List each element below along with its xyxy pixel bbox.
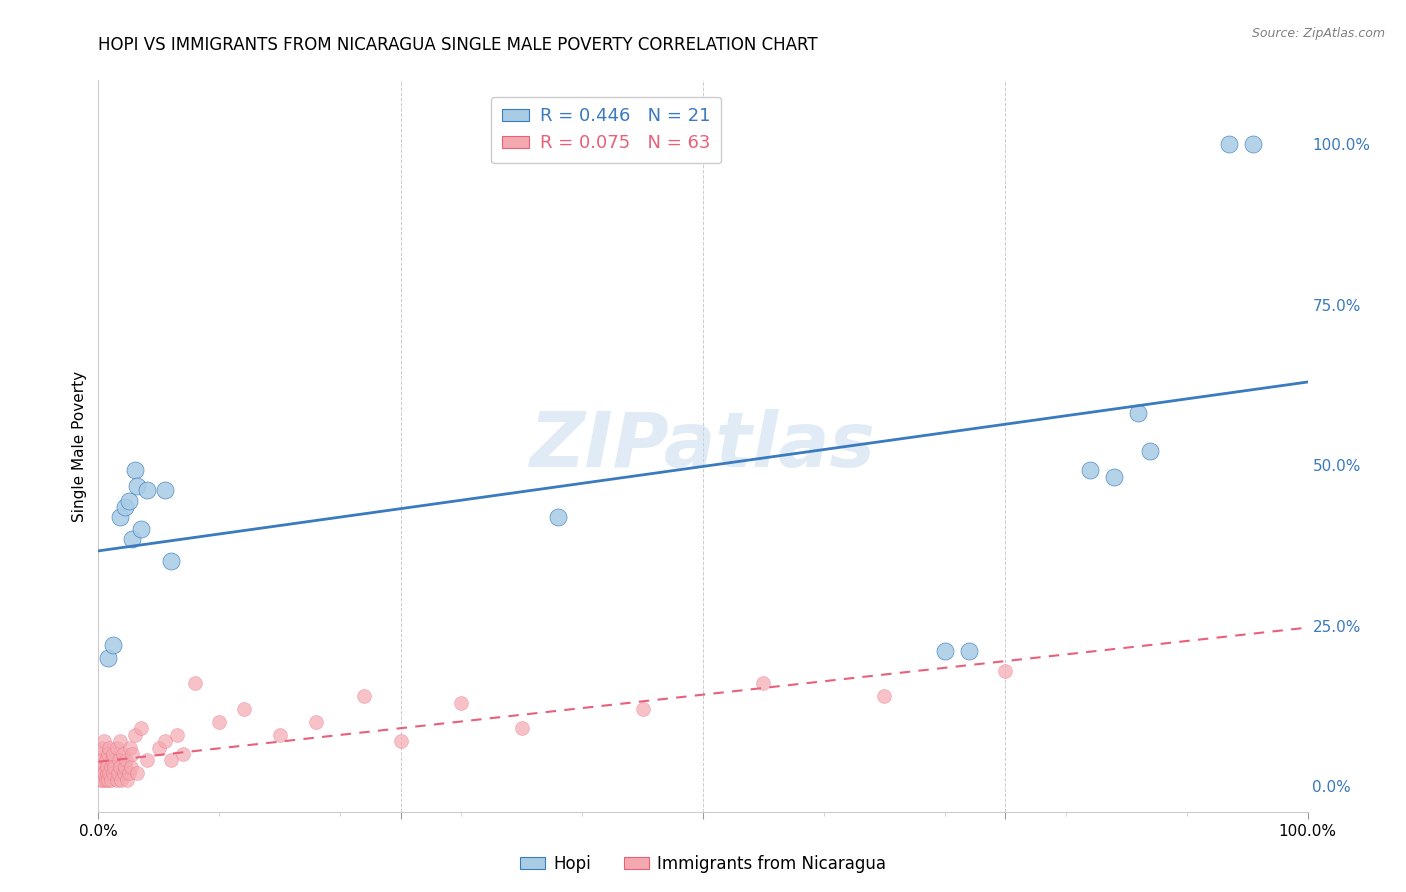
Point: [1241, 137, 1264, 152]
Point: [100, 753, 122, 767]
Point: [547, 509, 569, 524]
Point: [100, 760, 122, 774]
Point: [1078, 463, 1101, 477]
Point: [135, 753, 157, 767]
Point: [115, 753, 138, 767]
Point: [114, 500, 136, 514]
Point: [124, 463, 146, 477]
Point: [90, 753, 112, 767]
Point: [103, 760, 125, 774]
Point: [108, 509, 131, 524]
Legend: Hopi, Immigrants from Nicaragua: Hopi, Immigrants from Nicaragua: [513, 848, 893, 880]
Point: [89, 747, 111, 761]
Legend: R = 0.446   N = 21, R = 0.075   N = 63: R = 0.446 N = 21, R = 0.075 N = 63: [491, 96, 721, 163]
Y-axis label: Single Male Poverty: Single Male Poverty: [72, 370, 87, 522]
Point: [108, 760, 131, 774]
Point: [389, 734, 412, 748]
Point: [100, 772, 122, 787]
Text: Source: ZipAtlas.com: Source: ZipAtlas.com: [1251, 27, 1385, 40]
Point: [112, 766, 135, 780]
Point: [153, 734, 176, 748]
Point: [121, 747, 143, 761]
Point: [1218, 137, 1240, 152]
Point: [91, 740, 114, 755]
Point: [94, 772, 117, 787]
Text: HOPI VS IMMIGRANTS FROM NICARAGUA SINGLE MALE POVERTY CORRELATION CHART: HOPI VS IMMIGRANTS FROM NICARAGUA SINGLE…: [98, 36, 818, 54]
Point: [98, 766, 121, 780]
Point: [127, 479, 149, 493]
Point: [108, 753, 131, 767]
Point: [208, 714, 231, 729]
Point: [107, 766, 129, 780]
Point: [89, 760, 111, 774]
Point: [97, 772, 120, 787]
Point: [93, 766, 115, 780]
Point: [89, 766, 111, 780]
Point: [450, 696, 472, 710]
Point: [96, 766, 118, 780]
Point: [172, 747, 194, 761]
Point: [752, 676, 775, 690]
Point: [153, 483, 176, 497]
Point: [97, 650, 120, 665]
Point: [160, 554, 183, 568]
Point: [1128, 406, 1150, 420]
Point: [184, 676, 207, 690]
Point: [90, 772, 112, 787]
Point: [110, 772, 132, 787]
Point: [160, 753, 183, 767]
Point: [105, 772, 128, 787]
Point: [97, 747, 120, 761]
Point: [510, 721, 533, 735]
Point: [114, 760, 136, 774]
Point: [91, 772, 114, 787]
Point: [269, 728, 291, 742]
Point: [124, 728, 146, 742]
Text: ZIPatlas: ZIPatlas: [530, 409, 876, 483]
Point: [101, 638, 124, 652]
Point: [118, 766, 141, 780]
Point: [101, 747, 124, 761]
Point: [232, 702, 254, 716]
Point: [994, 664, 1017, 678]
Point: [957, 644, 980, 658]
Point: [353, 690, 375, 704]
Point: [117, 772, 139, 787]
Point: [1139, 444, 1161, 458]
Point: [91, 760, 114, 774]
Point: [91, 766, 114, 780]
Point: [105, 740, 128, 755]
Point: [101, 766, 124, 780]
Point: [118, 740, 141, 755]
Point: [873, 690, 896, 704]
Point: [120, 760, 142, 774]
Point: [148, 740, 170, 755]
Point: [129, 523, 152, 537]
Point: [94, 753, 117, 767]
Point: [1102, 470, 1125, 484]
Point: [305, 714, 328, 729]
Point: [108, 734, 131, 748]
Point: [121, 532, 143, 546]
Point: [98, 740, 121, 755]
Point: [118, 493, 141, 508]
Point: [111, 747, 134, 761]
Point: [631, 702, 654, 716]
Point: [96, 760, 118, 774]
Point: [934, 644, 956, 658]
Point: [166, 728, 188, 742]
Point: [135, 483, 157, 497]
Point: [127, 766, 149, 780]
Point: [93, 734, 115, 748]
Point: [129, 721, 152, 735]
